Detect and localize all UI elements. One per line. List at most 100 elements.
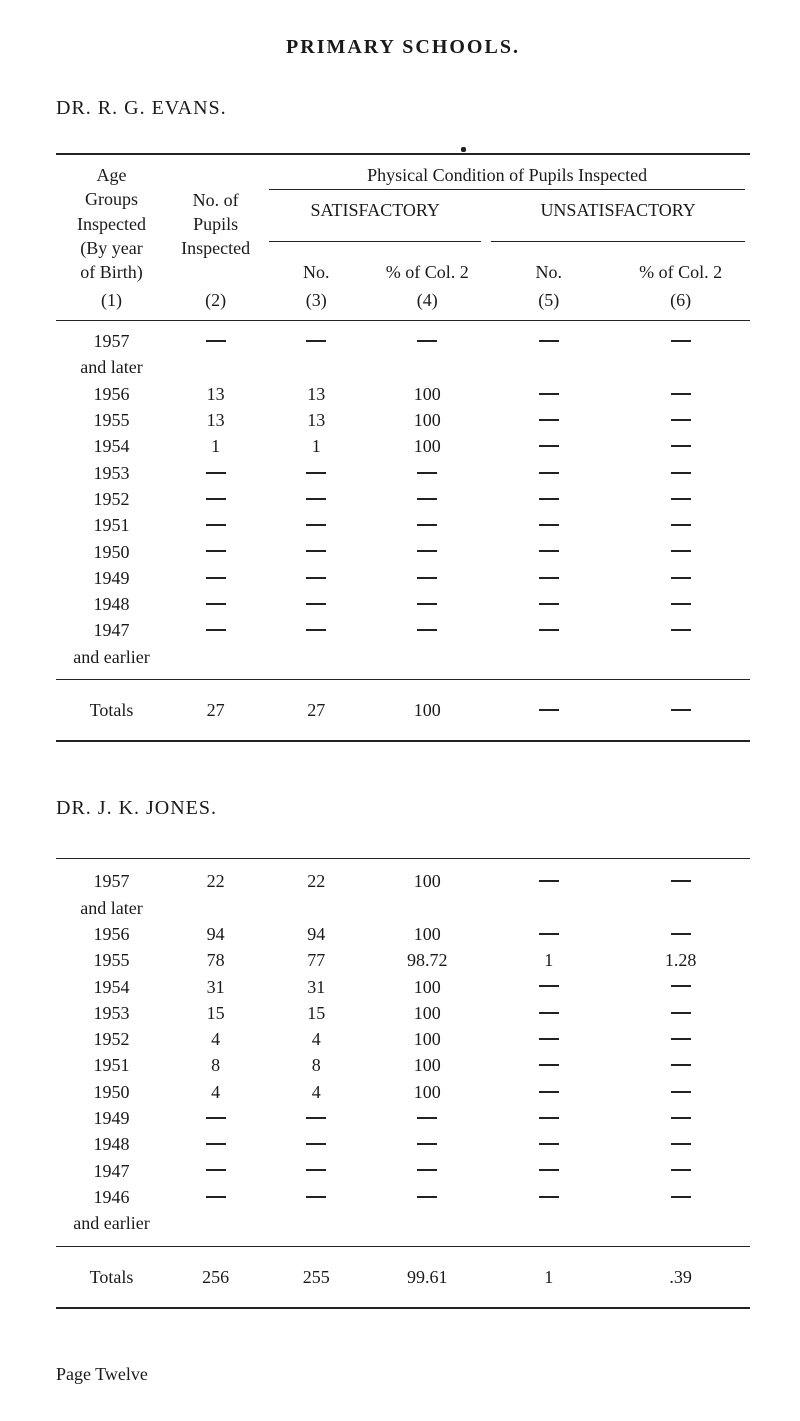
row-sno: [264, 321, 368, 355]
col-header-sat-no: No.: [264, 256, 368, 286]
row-sno: [264, 1158, 368, 1184]
col-header-unsat-pct: % of Col. 2: [611, 256, 750, 286]
row-sno: 94: [264, 921, 368, 947]
row-sno: 1: [264, 433, 368, 459]
row-pup: [167, 591, 264, 617]
table-1-body: 1957and later195613131001955131310019541…: [56, 321, 750, 680]
table-row: 19561313100: [56, 381, 750, 407]
doctor-heading-2: DR. J. K. JONES.: [56, 797, 750, 820]
row-pup: [167, 617, 264, 643]
totals-sno: 255: [264, 1246, 368, 1307]
row-pup: [167, 539, 264, 565]
row-sno: 13: [264, 381, 368, 407]
totals-uno: [486, 680, 611, 741]
table-row: 195244100: [56, 1026, 750, 1052]
row-sno: 77: [264, 947, 368, 973]
row-label: 1947: [56, 617, 167, 643]
row-uno: [486, 1000, 611, 1026]
row-pup: 8: [167, 1052, 264, 1078]
table-row: 1953: [56, 460, 750, 486]
row-pup: 78: [167, 947, 264, 973]
row-uno: [486, 1210, 611, 1246]
row-spct: [368, 895, 486, 921]
row-pup: [167, 460, 264, 486]
row-spct: [368, 1210, 486, 1246]
row-sno: [264, 354, 368, 380]
row-spct: [368, 512, 486, 538]
row-uno: [486, 859, 611, 894]
totals-pup: 27: [167, 680, 264, 741]
row-upct: [611, 1079, 750, 1105]
row-pup: [167, 1158, 264, 1184]
page-number-label: Page Twelve: [56, 1364, 750, 1385]
totals-upct: .39: [611, 1246, 750, 1307]
table-row: 1947: [56, 617, 750, 643]
row-pup: [167, 512, 264, 538]
row-pup: [167, 1184, 264, 1210]
totals-spct: 100: [368, 680, 486, 741]
row-sno: 4: [264, 1079, 368, 1105]
row-pup: [167, 1105, 264, 1131]
row-sno: [264, 460, 368, 486]
table-row: and earlier: [56, 1210, 750, 1246]
row-spct: [368, 1158, 486, 1184]
row-upct: [611, 1158, 750, 1184]
row-spct: 100: [368, 859, 486, 894]
row-pup: [167, 486, 264, 512]
row-pup: [167, 895, 264, 921]
row-label: 1954: [56, 974, 167, 1000]
col-header-sat-pct: % of Col. 2: [368, 256, 486, 286]
row-spct: [368, 644, 486, 680]
col-num-2: (2): [167, 286, 264, 321]
col-header-age: Age Groups Inspected (By year of Birth): [56, 155, 167, 286]
page-title: PRIMARY SCHOOLS.: [56, 36, 750, 59]
totals-spct: 99.61: [368, 1246, 486, 1307]
col-header-unsat-no: No.: [486, 256, 611, 286]
row-uno: [486, 1184, 611, 1210]
row-spct: 100: [368, 1052, 486, 1078]
row-upct: [611, 859, 750, 894]
row-sno: [264, 1105, 368, 1131]
row-uno: [486, 1131, 611, 1157]
table-row: 1955787798.7211.28: [56, 947, 750, 973]
table-row: 1949: [56, 1105, 750, 1131]
row-uno: [486, 381, 611, 407]
table-row: 1951: [56, 512, 750, 538]
table-row: and earlier: [56, 644, 750, 680]
row-spct: 98.72: [368, 947, 486, 973]
totals-label: Totals: [56, 1246, 167, 1307]
row-pup: 1: [167, 433, 264, 459]
row-upct: [611, 565, 750, 591]
row-label: 1951: [56, 512, 167, 538]
row-upct: [611, 1000, 750, 1026]
row-upct: [611, 486, 750, 512]
row-label: 1952: [56, 486, 167, 512]
col-num-6: (6): [611, 286, 750, 321]
col-header-satisfactory: SATISFACTORY: [264, 192, 486, 255]
row-spct: [368, 354, 486, 380]
bullet-decoration: [461, 147, 466, 152]
doctor-heading-1: DR. R. G. EVANS.: [56, 97, 750, 120]
row-pup: 22: [167, 859, 264, 894]
table-2: 19572222100and later19569494100195578779…: [56, 858, 750, 1308]
table-row: 19551313100: [56, 407, 750, 433]
row-uno: [486, 565, 611, 591]
row-upct: [611, 974, 750, 1000]
col-header-physical: Physical Condition of Pupils Inspected: [264, 155, 750, 192]
row-label: 1954: [56, 433, 167, 459]
row-spct: [368, 486, 486, 512]
row-upct: [611, 617, 750, 643]
row-label: 1955: [56, 947, 167, 973]
row-uno: [486, 1158, 611, 1184]
row-label: 1948: [56, 591, 167, 617]
row-sno: 31: [264, 974, 368, 1000]
totals-label: Totals: [56, 680, 167, 741]
totals-uno: 1: [486, 1246, 611, 1307]
row-sno: 15: [264, 1000, 368, 1026]
row-label: 1953: [56, 460, 167, 486]
row-label: 1955: [56, 407, 167, 433]
row-pup: [167, 321, 264, 355]
row-uno: [486, 321, 611, 355]
row-upct: [611, 1184, 750, 1210]
row-spct: [368, 591, 486, 617]
